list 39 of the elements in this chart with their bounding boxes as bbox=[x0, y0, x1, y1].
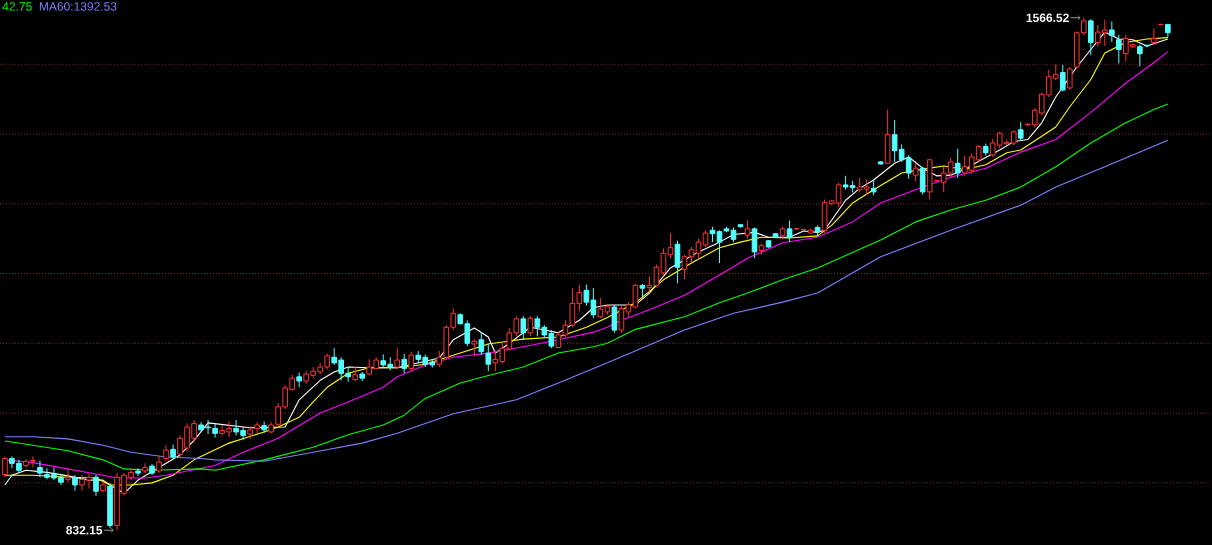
candlestick bbox=[408, 351, 415, 372]
candlestick bbox=[254, 421, 260, 434]
annotation: 1566.52 bbox=[1026, 13, 1069, 23]
candlestick bbox=[1066, 66, 1073, 91]
annotation: 832.15 bbox=[66, 525, 103, 535]
candlestick bbox=[1151, 28, 1157, 46]
candlestick bbox=[394, 347, 401, 370]
candlestick bbox=[681, 254, 688, 280]
candlestick bbox=[37, 460, 43, 478]
candlestick bbox=[744, 219, 751, 240]
candlestick bbox=[478, 331, 485, 356]
candlestick bbox=[611, 304, 618, 334]
candlestick bbox=[212, 423, 218, 439]
candlestick bbox=[1017, 121, 1024, 142]
candlestick bbox=[247, 425, 253, 440]
candlestick bbox=[695, 238, 702, 261]
candlestick bbox=[1087, 18, 1094, 56]
candlestick bbox=[142, 462, 148, 474]
candlestick bbox=[65, 467, 71, 483]
candlestick bbox=[401, 353, 408, 374]
candlestick bbox=[751, 226, 758, 259]
annotation: MA60:1392.53 bbox=[39, 2, 117, 11]
candlestick bbox=[93, 474, 99, 497]
candlestick bbox=[527, 315, 534, 337]
candlestick bbox=[135, 467, 141, 477]
candlestick bbox=[919, 166, 926, 196]
candlestick bbox=[674, 240, 681, 284]
candlestick bbox=[786, 219, 793, 243]
candlestick bbox=[72, 474, 78, 492]
candlestick bbox=[1116, 34, 1122, 64]
candlestick bbox=[1059, 64, 1066, 92]
candlestick bbox=[485, 342, 492, 372]
annotation: 42.75 bbox=[2, 2, 32, 11]
candlestick bbox=[716, 229, 723, 264]
candlestick bbox=[261, 420, 267, 434]
candlestick bbox=[954, 148, 961, 179]
candlestick bbox=[520, 315, 527, 341]
candlestick bbox=[912, 162, 919, 182]
candlestick bbox=[1109, 21, 1115, 43]
